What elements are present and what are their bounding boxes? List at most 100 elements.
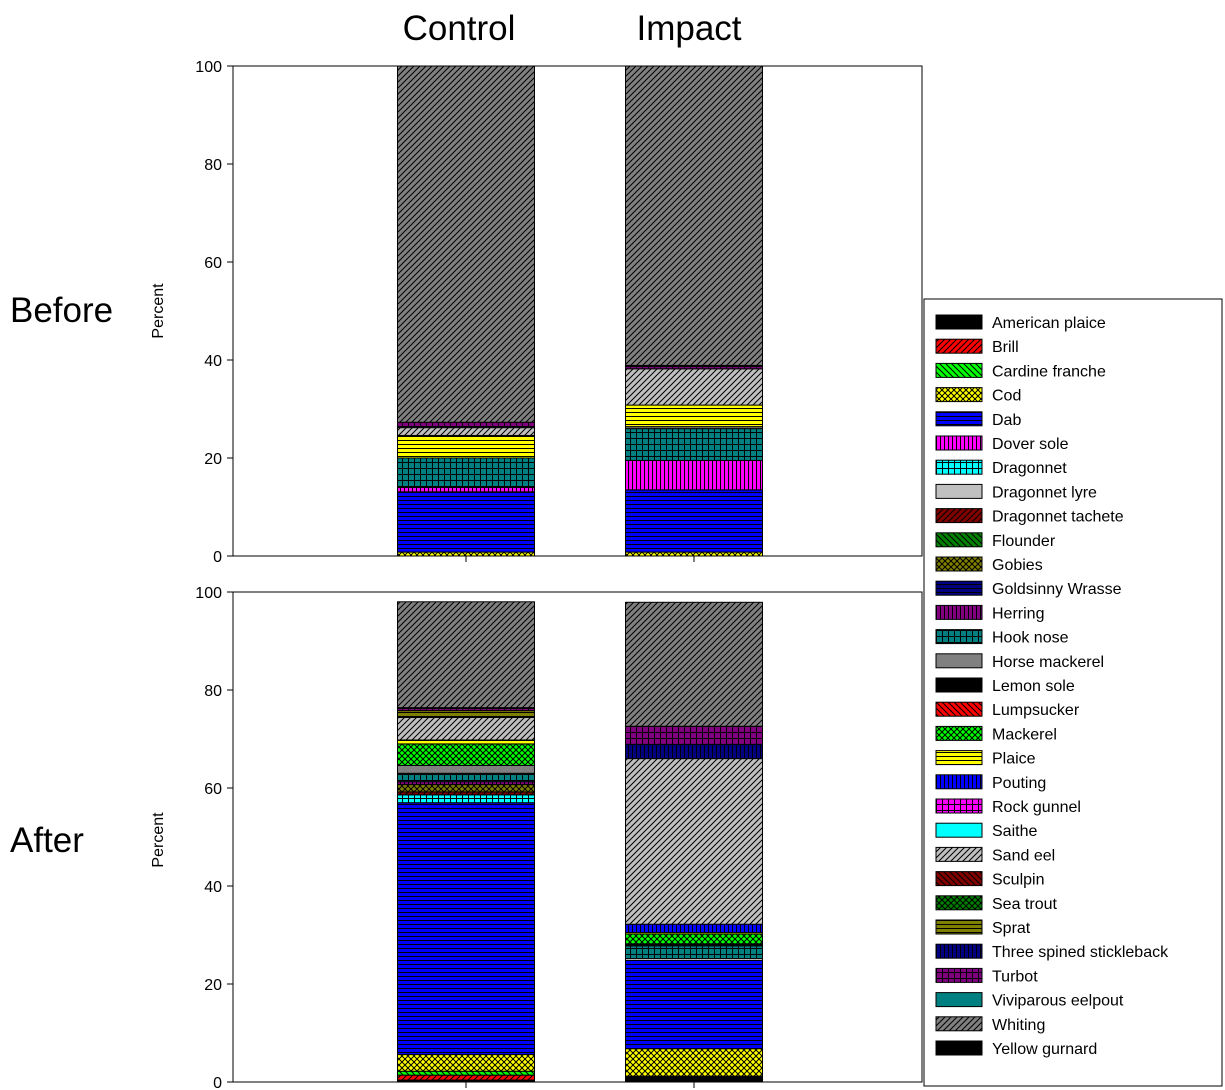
- legend-swatch-mackerel: [935, 725, 983, 741]
- legend-swatch-dover-sole: [935, 435, 983, 451]
- row-label-after: After: [10, 821, 84, 860]
- legend-swatch-horse-mackerel: [935, 653, 983, 669]
- bar-segment-before-impact-sand-eel: [625, 368, 763, 406]
- y-tick-label-before-0: 0: [213, 549, 222, 566]
- bar-segment-before-impact-whiting: [625, 65, 763, 366]
- legend-label-plaice: Plaice: [992, 751, 1036, 768]
- legend-label-hook-nose: Hook nose: [992, 630, 1069, 647]
- legend-item-saithe: Saithe: [935, 822, 1037, 840]
- bar-segment-before-control-dover-sole: [397, 486, 535, 493]
- bar-segment-after-control-horse-mackerel: [397, 764, 535, 774]
- legend-item-dab: Dab: [935, 411, 1021, 429]
- legend-item-brill: Brill: [935, 338, 1019, 356]
- y-tick-label-before-60: 60: [204, 255, 222, 272]
- y-tick-label-before-80: 80: [204, 157, 222, 174]
- legend-label-herring: Herring: [992, 605, 1044, 622]
- bar-segment-before-control-whiting: [397, 65, 535, 423]
- legend-item-sprat: Sprat: [935, 919, 1031, 937]
- legend-swatch-pouting: [935, 774, 983, 790]
- legend-label-three-spined-stickleback: Three spined stickleback: [992, 944, 1169, 961]
- y-tick-label-before-40: 40: [204, 353, 222, 370]
- legend-item-lemon-sole: Lemon sole: [935, 677, 1075, 695]
- legend-swatch-hook-nose: [935, 629, 983, 645]
- legend-swatch-dragonnet: [935, 459, 983, 475]
- legend-swatch-goldsinny-wrasse: [935, 580, 983, 596]
- y-tick-label-after-60: 60: [204, 781, 222, 798]
- legend-item-dragonnet-tachete: Dragonnet tachete: [935, 508, 1124, 526]
- bar-segment-after-control-dragonnet: [397, 794, 535, 804]
- chart-panel-before: Percent 0 20 40 60 80 100: [150, 59, 923, 566]
- bar-segment-after-impact-mackerel: [625, 933, 763, 945]
- legend-swatch-brill: [935, 338, 983, 354]
- bar-segment-before-control-cod: [397, 551, 535, 557]
- legend-label-lemon-sole: Lemon sole: [992, 678, 1075, 695]
- legend-label-dragonnet-lyre: Dragonnet lyre: [992, 484, 1097, 501]
- legend-item-turbot: Turbot: [935, 967, 1038, 985]
- legend-item-viviparous-eelpout: Viviparous eelpout: [935, 992, 1124, 1010]
- legend-swatch-rock-gunnel: [935, 798, 983, 814]
- legend-swatch-whiting: [935, 1016, 983, 1032]
- bar-segment-after-impact-american-plaice: [625, 1075, 763, 1083]
- legend: American plaice Brill Cardine franche Cod Da…: [923, 298, 1223, 1087]
- legend-swatch-gobies: [935, 556, 983, 572]
- bar-segment-after-control-whiting: [397, 601, 535, 709]
- legend-item-flounder: Flounder: [935, 532, 1056, 550]
- legend-swatch-dragonnet-tachete: [935, 508, 983, 524]
- legend-label-dab: Dab: [992, 412, 1021, 429]
- legend-item-mackerel: Mackerel: [935, 725, 1057, 743]
- legend-item-cod: Cod: [935, 387, 1021, 405]
- plot-frame-before: [232, 65, 923, 557]
- legend-swatch-sculpin: [935, 871, 983, 887]
- y-tick-label-after-40: 40: [204, 879, 222, 896]
- legend-label-sea-trout: Sea trout: [992, 896, 1057, 913]
- legend-item-sand-eel: Sand eel: [935, 846, 1055, 864]
- legend-label-american-plaice: American plaice: [992, 315, 1106, 332]
- legend-swatch-cod: [935, 387, 983, 403]
- legend-item-herring: Herring: [935, 604, 1044, 622]
- legend-item-yellow-gurnard: Yellow gurnard: [935, 1040, 1097, 1058]
- legend-label-sand-eel: Sand eel: [992, 847, 1055, 864]
- legend-label-dragonnet-tachete: Dragonnet tachete: [992, 509, 1124, 526]
- legend-item-three-spined-stickleback: Three spined stickleback: [935, 943, 1169, 961]
- legend-swatch-lemon-sole: [935, 677, 983, 693]
- bar-segment-before-control-dab: [397, 491, 535, 553]
- legend-swatch-dragonnet-lyre: [935, 483, 983, 499]
- legend-label-horse-mackerel: Horse mackerel: [992, 654, 1104, 671]
- legend-item-rock-gunnel: Rock gunnel: [935, 798, 1081, 816]
- legend-swatch-cardine-franche: [935, 362, 983, 378]
- legend-label-lumpsucker: Lumpsucker: [992, 702, 1080, 719]
- legend-label-cardine-franche: Cardine franche: [992, 363, 1106, 380]
- legend-item-pouting: Pouting: [935, 774, 1046, 792]
- bar-segment-after-control-cod: [397, 1054, 535, 1072]
- bar-segment-before-impact-turbot: [625, 364, 763, 370]
- legend-label-dragonnet: Dragonnet: [992, 460, 1067, 477]
- bar-segment-after-impact-sand-eel: [625, 758, 763, 925]
- legend-item-american-plaice: American plaice: [935, 314, 1106, 332]
- legend-label-goldsinny-wrasse: Goldsinny Wrasse: [992, 581, 1122, 598]
- legend-label-viviparous-eelpout: Viviparous eelpout: [992, 993, 1124, 1010]
- bar-segment-after-impact-three-spined-stickleback: [625, 743, 763, 760]
- bar-segment-after-control-brill: [397, 1074, 535, 1081]
- legend-label-whiting: Whiting: [992, 1017, 1045, 1034]
- legend-swatch-flounder: [935, 532, 983, 548]
- column-label-impact: Impact: [636, 9, 741, 48]
- bar-segment-after-control-plaice: [397, 739, 535, 745]
- legend-swatch-sprat: [935, 919, 983, 935]
- bar-segment-after-impact-whiting: [625, 601, 763, 727]
- bar-segment-after-impact-pouting: [625, 923, 763, 934]
- legend-item-horse-mackerel: Horse mackerel: [935, 653, 1104, 671]
- legend-swatch-viviparous-eelpout: [935, 992, 983, 1008]
- legend-label-turbot: Turbot: [992, 968, 1038, 985]
- legend-swatch-sand-eel: [935, 846, 983, 862]
- bar-segment-before-impact-dover-sole: [625, 459, 763, 491]
- legend-item-dragonnet-lyre: Dragonnet lyre: [935, 483, 1097, 501]
- legend-label-sculpin: Sculpin: [992, 872, 1044, 889]
- legend-swatch-dab: [935, 411, 983, 427]
- row-label-before: Before: [10, 291, 113, 330]
- legend-item-hook-nose: Hook nose: [935, 629, 1069, 647]
- legend-item-goldsinny-wrasse: Goldsinny Wrasse: [935, 580, 1122, 598]
- legend-swatch-lumpsucker: [935, 701, 983, 717]
- bar-segment-before-control-turbot: [397, 421, 535, 429]
- legend-item-lumpsucker: Lumpsucker: [935, 701, 1080, 719]
